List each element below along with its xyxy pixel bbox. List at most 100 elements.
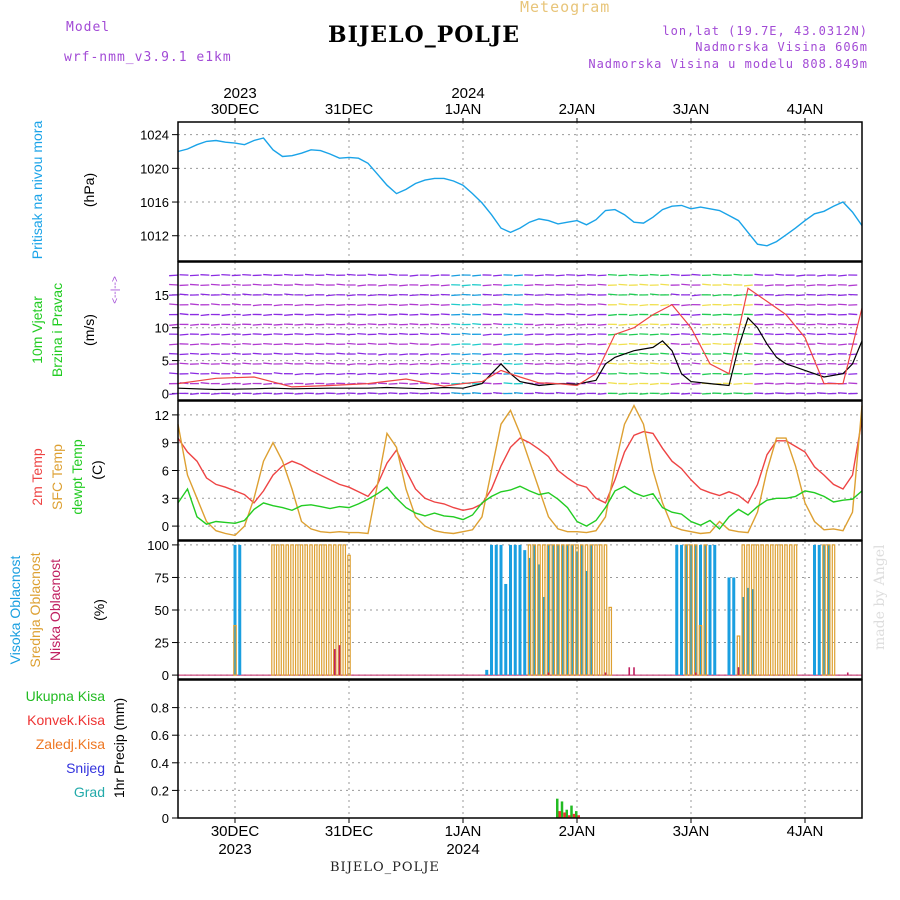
temp-line-0 [177, 419, 863, 512]
mid-cloud-bar [290, 544, 294, 676]
mid-cloud-bar [275, 544, 280, 676]
wind-arrow [597, 372, 607, 375]
wind-arrow [273, 323, 283, 326]
wind-arrow [294, 392, 304, 395]
wind-arrow [409, 294, 419, 297]
wind-arrow [378, 373, 388, 376]
mid-cloud-bar [285, 544, 290, 676]
wind-arrow [210, 392, 220, 395]
wind-arrow [231, 352, 241, 355]
wind-arrow [493, 274, 503, 277]
y-tick-label: 9 [162, 436, 169, 451]
mid-cloud-bar [294, 544, 299, 676]
mid-cloud-bar [750, 544, 755, 676]
wind-arrow [493, 303, 502, 306]
y-tick-label: 12 [155, 408, 169, 423]
wind-arrow [210, 343, 220, 346]
y-tick-label: 1020 [140, 161, 169, 176]
mid-cloud-bar [779, 544, 784, 676]
panel-frame-3 [177, 540, 863, 680]
high-cloud-bar [822, 544, 826, 676]
wind-arrow [555, 391, 565, 395]
wind-arrow [723, 283, 732, 286]
wind-arrow [461, 284, 471, 287]
wind-arrow [430, 392, 440, 395]
wind-arrow [608, 362, 617, 365]
low-cloud-bar [604, 672, 607, 676]
temp-unit-label: (C) [89, 460, 105, 479]
wind-arrow [336, 304, 346, 307]
mid-cloud-bar [347, 554, 351, 676]
wind-axis-label-2: Brzina i Pravac [49, 283, 65, 377]
y-tick-label: 50 [155, 603, 169, 618]
wind-arrow [440, 284, 450, 287]
wind-arrow [263, 362, 273, 365]
wind-arrow [743, 373, 753, 376]
wind-arrow [576, 392, 586, 395]
wind-arrow [357, 304, 367, 307]
high-cloud-bar [528, 557, 531, 676]
high-cloud-bar [523, 550, 527, 676]
mid-cloud-bar [793, 544, 798, 676]
dewpt-axis-label: dewpt Temp [69, 439, 85, 514]
wind-arrow [378, 332, 388, 335]
wind-arrow [367, 323, 377, 326]
wind-speed-line [177, 316, 863, 391]
wind-arrow [702, 333, 711, 335]
wind-arrow [816, 392, 826, 395]
wind-arrow [200, 333, 210, 336]
wind-arrow [733, 342, 743, 345]
y-tick-label: 15 [155, 288, 169, 303]
wind-arrow [305, 362, 314, 365]
wind-arrow [649, 293, 659, 296]
wind-arrow [827, 332, 837, 335]
pressure-unit-label: (hPa) [81, 173, 97, 207]
mid-cloud-bar [280, 544, 285, 676]
low-cloud-bar [338, 645, 341, 676]
wind-arrow [409, 323, 419, 326]
wind-arrow [545, 313, 555, 316]
low-cloud-axis-label: Niska Oblacnost [47, 559, 63, 661]
conv-precip-bar [577, 815, 580, 818]
wind-arrow [534, 323, 544, 327]
wind-arrow [461, 353, 471, 356]
wind-arrow [796, 382, 806, 385]
wind-arrow [649, 382, 659, 386]
wind-arrow [608, 313, 617, 317]
wind-arrow [628, 362, 638, 365]
wind-arrow [660, 323, 670, 326]
wind-arrow [304, 342, 314, 345]
wind-arrow [597, 392, 607, 395]
wind-arrow [419, 313, 429, 316]
wind-arrow [837, 294, 847, 297]
low-cloud-bar [737, 667, 740, 676]
wind-arrow [200, 293, 210, 296]
wind-arrow [409, 392, 419, 395]
wind-arrow [430, 363, 440, 366]
wind-arrow [409, 274, 419, 277]
top-year-label: 2023 [223, 85, 256, 102]
high-cloud-bar [490, 544, 493, 676]
wind-arrow [419, 353, 429, 356]
wind-arrow [576, 283, 586, 286]
wind-arrow [399, 284, 408, 287]
wind-arrow [722, 392, 732, 395]
wind-arrow [712, 362, 722, 365]
mid-cloud-bar [271, 544, 275, 676]
mid-cloud-bar [760, 544, 765, 676]
wind-arrow [430, 323, 440, 326]
y-tick-label: 0 [162, 386, 169, 401]
mid-cloud-bar [788, 544, 793, 676]
wind-arrow [190, 372, 199, 375]
wind-arrow [190, 392, 199, 395]
bottom-day-label: 30DEC [211, 823, 260, 840]
wind-arrow [189, 274, 199, 277]
wind-arrow [702, 373, 712, 376]
mid-cloud-bar [826, 544, 831, 676]
wind-arrow [388, 294, 398, 297]
high-cloud-bar [537, 564, 541, 676]
wind-arrow [587, 293, 597, 296]
total-precip-bar [570, 805, 573, 818]
wind-arrow [294, 283, 304, 286]
wind-arrow [252, 352, 262, 355]
